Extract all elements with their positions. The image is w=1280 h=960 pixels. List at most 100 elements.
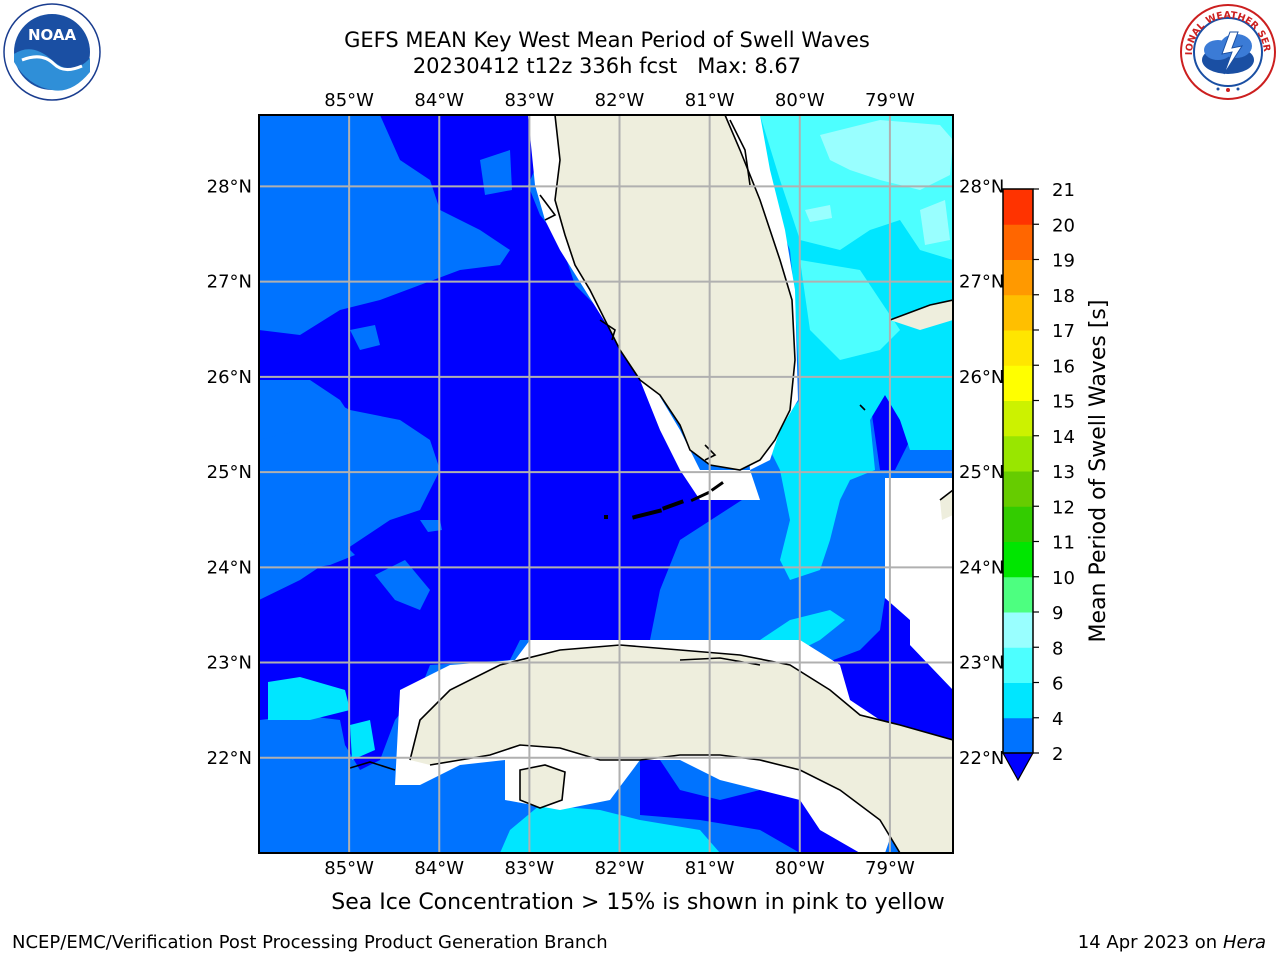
land-isla-juventud	[520, 765, 565, 808]
field-8-9-b	[805, 205, 832, 222]
colorbar-tick-label: 17	[1052, 321, 1075, 342]
lat-label-left: 27°N	[207, 272, 252, 293]
lon-label-bottom: 85°W	[324, 858, 374, 879]
colorbar-segment	[1003, 435, 1033, 472]
colorbar-tick-label: 10	[1052, 568, 1075, 589]
date-credit: 14 Apr 2023 on Hera	[1078, 932, 1266, 953]
colorbar-tick-label: 21	[1052, 180, 1075, 201]
lat-label-left: 25°N	[207, 462, 252, 483]
colorbar-segment	[1003, 224, 1033, 260]
colorbar-tick-label: 14	[1052, 427, 1075, 448]
sea-ice-note: Sea Ice Concentration > 15% is shown in …	[331, 890, 945, 915]
colorbar-segment	[1003, 541, 1033, 578]
colorbar-tick-label: 9	[1052, 603, 1063, 624]
colorbar-segment	[1003, 259, 1033, 296]
map-title: GEFS MEAN Key West Mean Period of Swell …	[344, 28, 870, 52]
map-area	[259, 115, 953, 853]
field-8-9	[820, 120, 953, 190]
colorbar-segment	[1003, 717, 1033, 754]
lat-label-right: 27°N	[959, 272, 1004, 293]
field-4-6-south	[500, 805, 720, 853]
colorbar-tick-label: 19	[1052, 251, 1075, 272]
colorbar-tick-label: 16	[1052, 356, 1075, 377]
colorbar-tick-label: 20	[1052, 215, 1075, 236]
lat-label-right: 28°N	[959, 176, 1004, 197]
map-subtitle: 20230412 t12z 336h fcst Max: 8.67	[412, 54, 802, 78]
colorbar-tick-label: 11	[1052, 533, 1075, 554]
land-florida	[555, 115, 795, 470]
field-2-4-patch4	[375, 560, 430, 610]
lon-label-bottom: 81°W	[685, 858, 735, 879]
lon-label-top: 81°W	[685, 90, 735, 111]
field-4-6-west2	[350, 720, 375, 760]
field-lt2-east-small	[872, 395, 910, 470]
colorbar-tick-label: 12	[1052, 497, 1075, 518]
lon-label-top: 80°W	[775, 90, 825, 111]
credit-host: Hera	[1222, 932, 1266, 953]
lat-label-right: 25°N	[959, 462, 1004, 483]
colorbar-segment	[1003, 682, 1033, 719]
lat-label-left: 22°N	[207, 748, 252, 769]
field-2-4-patch2	[259, 490, 300, 525]
lon-label-bottom: 84°W	[414, 858, 464, 879]
colorbar-tick-label: 8	[1052, 638, 1063, 659]
noaa-logo-text: NOAA	[28, 26, 77, 44]
lat-label-left: 23°N	[207, 653, 252, 674]
field-2-4-patch8	[315, 420, 340, 445]
lon-label-bottom: 80°W	[775, 858, 825, 879]
lon-label-bottom: 79°W	[865, 858, 915, 879]
map-border	[258, 114, 954, 854]
colorbar-label: Mean Period of Swell Waves [s]	[1086, 300, 1111, 643]
axis-labels: 85°W 85°W 84°W 84°W 83°W 83°W 82°W 82°W 81°W 81°W…	[207, 90, 1005, 879]
colorbar-segment	[1003, 400, 1033, 437]
lat-label-left: 28°N	[207, 176, 252, 197]
credit-text: NCEP/EMC/Verification Post Processing Pr…	[12, 932, 608, 953]
lon-label-top: 85°W	[324, 90, 374, 111]
colorbar-tick-label: 2	[1052, 744, 1063, 765]
nws-logo: NATIONAL WEATHER SERVICE	[1178, 2, 1276, 100]
field-2-4-patch7	[350, 325, 380, 350]
lat-label-right: 26°N	[959, 367, 1004, 388]
gridlines	[259, 115, 953, 853]
lon-label-top: 79°W	[865, 90, 915, 111]
lat-label-left: 24°N	[207, 557, 252, 578]
nodata-florida-west	[528, 115, 760, 500]
lon-label-bottom: 82°W	[595, 858, 645, 879]
colorbar-segment	[1003, 365, 1033, 401]
lat-label-right: 22°N	[959, 748, 1004, 769]
field-2-4-patch5	[420, 520, 442, 532]
lon-label-top: 84°W	[414, 90, 464, 111]
field-4-6-west	[268, 677, 350, 720]
field-8-9-c	[920, 200, 950, 245]
colorbar-segment	[1003, 189, 1033, 225]
lat-label-right: 23°N	[959, 653, 1004, 674]
lon-label-top: 82°W	[595, 90, 645, 111]
colorbar-segment	[1003, 647, 1033, 683]
colorbar-segment	[1003, 294, 1033, 331]
field-lt2-gulf	[259, 115, 745, 770]
lon-label-top: 83°W	[505, 90, 555, 111]
land-cuba	[410, 645, 953, 853]
colorbar-segment	[1003, 330, 1033, 366]
colorbar-tick-label: 6	[1052, 674, 1063, 695]
colorbar-segment	[1003, 612, 1033, 648]
colorbar-segment	[1003, 506, 1033, 542]
florida-keys	[604, 481, 724, 520]
colorbar-tick-label: 18	[1052, 286, 1075, 307]
field-2-4-patch6	[480, 150, 512, 195]
field-2-4-patch3	[300, 540, 355, 570]
lat-label-left: 26°N	[207, 367, 252, 388]
colorbar-tick-label: 4	[1052, 709, 1063, 730]
colorbar-tick-label: 15	[1052, 392, 1075, 413]
colorbar-tick-label: 13	[1052, 462, 1075, 483]
colorbar: 2 4 6 8 9 10 11 12 13 14 15 16 17 18 19 20 21	[1001, 180, 1075, 782]
colorbar-segment	[1003, 471, 1033, 507]
noaa-logo: NOAA	[3, 3, 101, 101]
field-6-8-b	[800, 260, 900, 360]
credit-date: 14 Apr 2023 on	[1077, 932, 1223, 953]
lon-label-bottom: 83°W	[505, 858, 555, 879]
colorbar-extend-min	[1001, 752, 1035, 782]
nodata-east	[885, 478, 953, 690]
land-bahamas	[890, 300, 953, 330]
